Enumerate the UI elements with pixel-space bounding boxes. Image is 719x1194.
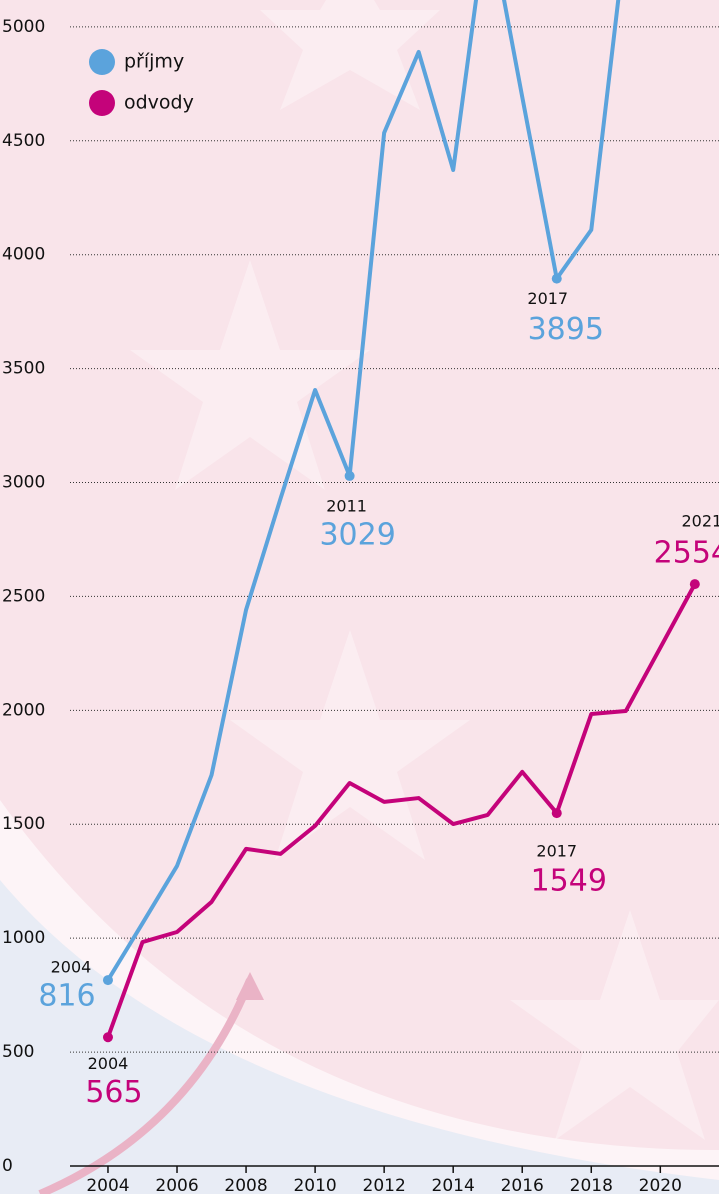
point [102, 975, 113, 986]
point [551, 808, 562, 819]
y-tick-label: 2000 [2, 700, 45, 720]
point-year: 2017 [536, 842, 577, 861]
y-tick-label: 4000 [2, 245, 45, 265]
y-tick-label: 5000 [2, 17, 45, 37]
x-tick-label: 2018 [570, 1176, 613, 1194]
arrow-head [236, 972, 264, 1000]
legend-swatch [89, 49, 115, 75]
y-tick-label: 1500 [2, 814, 45, 834]
line [106, 0, 621, 982]
x-tick-label: 2010 [293, 1176, 336, 1194]
x-tick-label: 2006 [155, 1176, 198, 1194]
data-label: 1549 [531, 864, 607, 899]
line [106, 583, 697, 1038]
x-tick-label: 2012 [363, 1176, 406, 1194]
x-tick-label: 2016 [501, 1176, 544, 1194]
y-tick-label: 500 [2, 1042, 34, 1062]
point [551, 273, 562, 284]
point-year: 2004 [51, 958, 92, 977]
point-year: 2004 [88, 1054, 129, 1073]
x-tick-label: 2014 [432, 1176, 475, 1194]
x-tick-label: 2004 [86, 1176, 129, 1194]
point-year: 2017 [527, 289, 568, 308]
point [344, 470, 355, 481]
data-label: 3895 [528, 312, 604, 347]
y-tick-label: 2500 [2, 586, 45, 606]
legend-swatch [89, 90, 115, 116]
x-tick-label: 2020 [639, 1176, 682, 1194]
data-label: 2554 [654, 536, 719, 571]
data-label: 816 [38, 979, 95, 1014]
y-tick-label: 3000 [2, 473, 45, 493]
y-tick-label: 3500 [2, 359, 45, 379]
arrow [38, 978, 254, 1194]
point-year: 2011 [326, 496, 367, 515]
legend-label: odvody [124, 92, 194, 114]
stars [130, 0, 719, 1140]
y-tick-label: 1000 [2, 928, 45, 948]
data-label: 565 [85, 1075, 142, 1110]
x-tick-label: 2008 [224, 1176, 267, 1194]
y-tick-label: 4500 [2, 131, 45, 151]
legend-label: příjmy [124, 51, 184, 73]
point [689, 579, 700, 590]
point-year: 2021 [681, 512, 719, 531]
y-tick-label: 0 [2, 1156, 13, 1176]
data-label: 3029 [319, 517, 395, 552]
point [102, 1032, 113, 1043]
swoosh [0, 880, 719, 1194]
